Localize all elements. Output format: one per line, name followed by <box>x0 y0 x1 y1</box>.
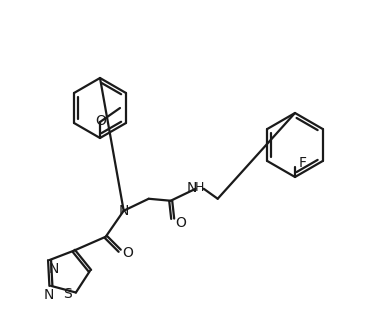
Text: O: O <box>175 216 186 230</box>
Text: N: N <box>119 204 129 218</box>
Text: O: O <box>96 114 106 128</box>
Text: N: N <box>48 262 59 276</box>
Text: O: O <box>122 246 133 260</box>
Text: H: H <box>195 181 204 194</box>
Text: F: F <box>299 156 307 170</box>
Text: N: N <box>186 181 197 195</box>
Text: N: N <box>44 288 54 302</box>
Text: S: S <box>64 287 72 300</box>
